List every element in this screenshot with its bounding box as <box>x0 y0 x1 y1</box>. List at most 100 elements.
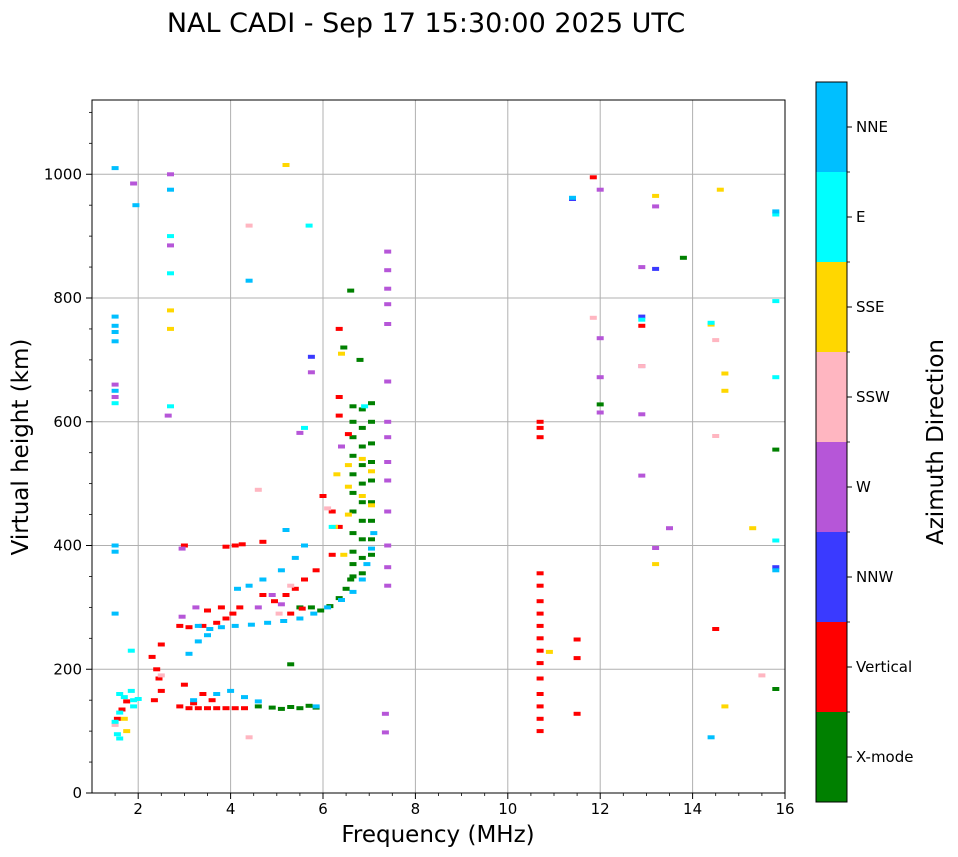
echo-point-x-mode <box>347 577 355 582</box>
echo-point-x-mode <box>679 255 687 260</box>
echo-point-sse <box>368 503 375 508</box>
echo-point-vertical <box>222 544 230 549</box>
echo-point-vertical <box>536 636 544 641</box>
echo-point-e <box>361 404 369 409</box>
echo-point-nne <box>241 695 248 700</box>
echo-point-ssw <box>638 364 646 369</box>
echo-point-e <box>772 212 780 217</box>
echo-point-x-mode <box>358 555 366 560</box>
echo-point-nne <box>338 598 345 602</box>
echo-point-vertical <box>118 707 126 712</box>
echo-point-w <box>384 460 392 464</box>
echo-point-nne <box>772 209 780 214</box>
echo-point-sse <box>344 463 352 468</box>
echo-point-vertical <box>213 706 221 711</box>
echo-point-nne <box>569 195 576 200</box>
echo-point-x-mode <box>358 407 366 412</box>
echo-point-sse <box>358 456 366 461</box>
echo-point-nne <box>111 611 119 616</box>
echo-point-x-mode <box>356 357 364 362</box>
echo-point-x-mode <box>349 531 357 536</box>
echo-point-e <box>116 692 124 696</box>
echo-point-vertical <box>229 611 237 616</box>
echo-point-nne <box>234 586 241 591</box>
echo-point-nne <box>227 688 235 693</box>
echo-point-nne <box>254 699 262 704</box>
echo-point-nne <box>370 531 378 536</box>
echo-point-x-mode <box>349 490 357 495</box>
echo-point-x-mode <box>358 537 366 542</box>
echo-point-vertical <box>157 642 165 647</box>
azimuth-colorbar: X-mode Vertical NNW W SSW SSE E NNE <box>815 81 913 803</box>
echo-point-e <box>113 732 121 737</box>
echo-point-w <box>384 322 392 326</box>
echo-point-x-mode <box>368 537 375 542</box>
echo-point-x-mode <box>349 472 357 477</box>
echo-point-sse <box>123 729 131 734</box>
echo-point-e <box>134 697 142 701</box>
echo-point-vertical <box>536 729 544 734</box>
echo-point-nne <box>185 651 193 656</box>
echo-point-vertical <box>536 716 544 721</box>
echo-point-w <box>384 379 392 384</box>
echo-point-nne <box>349 589 357 594</box>
echo-point-e <box>328 524 336 529</box>
y-tick-label: 1000 <box>44 165 82 183</box>
echo-point-x-mode <box>305 703 313 708</box>
echo-point-w <box>338 444 345 449</box>
x-tick-label: 2 <box>133 800 143 818</box>
echo-point-nne <box>296 616 304 621</box>
echo-point-vertical <box>176 623 184 628</box>
echo-point-x-mode <box>317 608 325 613</box>
y-axis-label: Virtual height (km) <box>8 339 34 556</box>
echo-point-x-mode <box>349 574 357 579</box>
echo-point-x-mode <box>368 518 375 523</box>
echo-point-w <box>178 546 186 551</box>
echo-point-nne <box>111 314 119 319</box>
echo-point-nne <box>111 388 119 393</box>
echo-point-nne <box>190 698 198 703</box>
echo-point-x-mode <box>349 453 357 458</box>
echo-point-w <box>384 583 392 588</box>
y-tick-label: 400 <box>53 537 82 555</box>
echo-point-x-mode <box>349 549 357 554</box>
echo-point-x-mode <box>358 571 366 576</box>
y-tick-label: 200 <box>53 660 82 678</box>
echo-point-x-mode <box>287 705 295 709</box>
echo-point-ssw <box>157 673 165 678</box>
echo-point-e <box>772 299 780 304</box>
echo-point-ssw <box>589 315 597 320</box>
chart-title: NAL CADI - Sep 17 15:30:00 2025 UTC <box>167 8 685 39</box>
echo-point-w <box>638 265 646 270</box>
echo-point-vertical <box>536 435 544 440</box>
echo-point-w <box>384 478 392 483</box>
echo-point-w <box>384 249 392 254</box>
echo-point-nne <box>167 187 174 192</box>
echo-point-vertical <box>222 706 230 711</box>
echo-point-w <box>381 730 389 735</box>
echo-point-ssw <box>275 611 283 616</box>
echo-point-ssw <box>712 338 720 343</box>
echo-point-vertical <box>231 543 239 548</box>
echo-point-e <box>127 648 135 653</box>
x-tick-label: 16 <box>775 800 794 818</box>
echo-point-w <box>652 204 660 209</box>
echo-point-sse <box>368 469 375 474</box>
echo-point-sse <box>358 494 366 498</box>
echo-point-w <box>164 413 172 418</box>
echo-point-vertical <box>573 656 581 661</box>
plot-background <box>92 100 785 793</box>
echo-point-nne <box>217 625 225 630</box>
echo-point-vertical <box>150 698 158 703</box>
echo-point-x-mode <box>368 401 375 406</box>
echo-point-vertical <box>536 623 544 628</box>
echo-point-sse <box>167 326 174 331</box>
echo-point-x-mode <box>368 419 375 424</box>
echo-point-nne <box>111 339 119 344</box>
echo-point-vertical <box>222 616 230 621</box>
echo-point-nne <box>277 568 285 573</box>
echo-point-vertical <box>712 627 720 631</box>
echo-point-nne <box>772 568 780 573</box>
echo-point-nne <box>324 605 332 610</box>
